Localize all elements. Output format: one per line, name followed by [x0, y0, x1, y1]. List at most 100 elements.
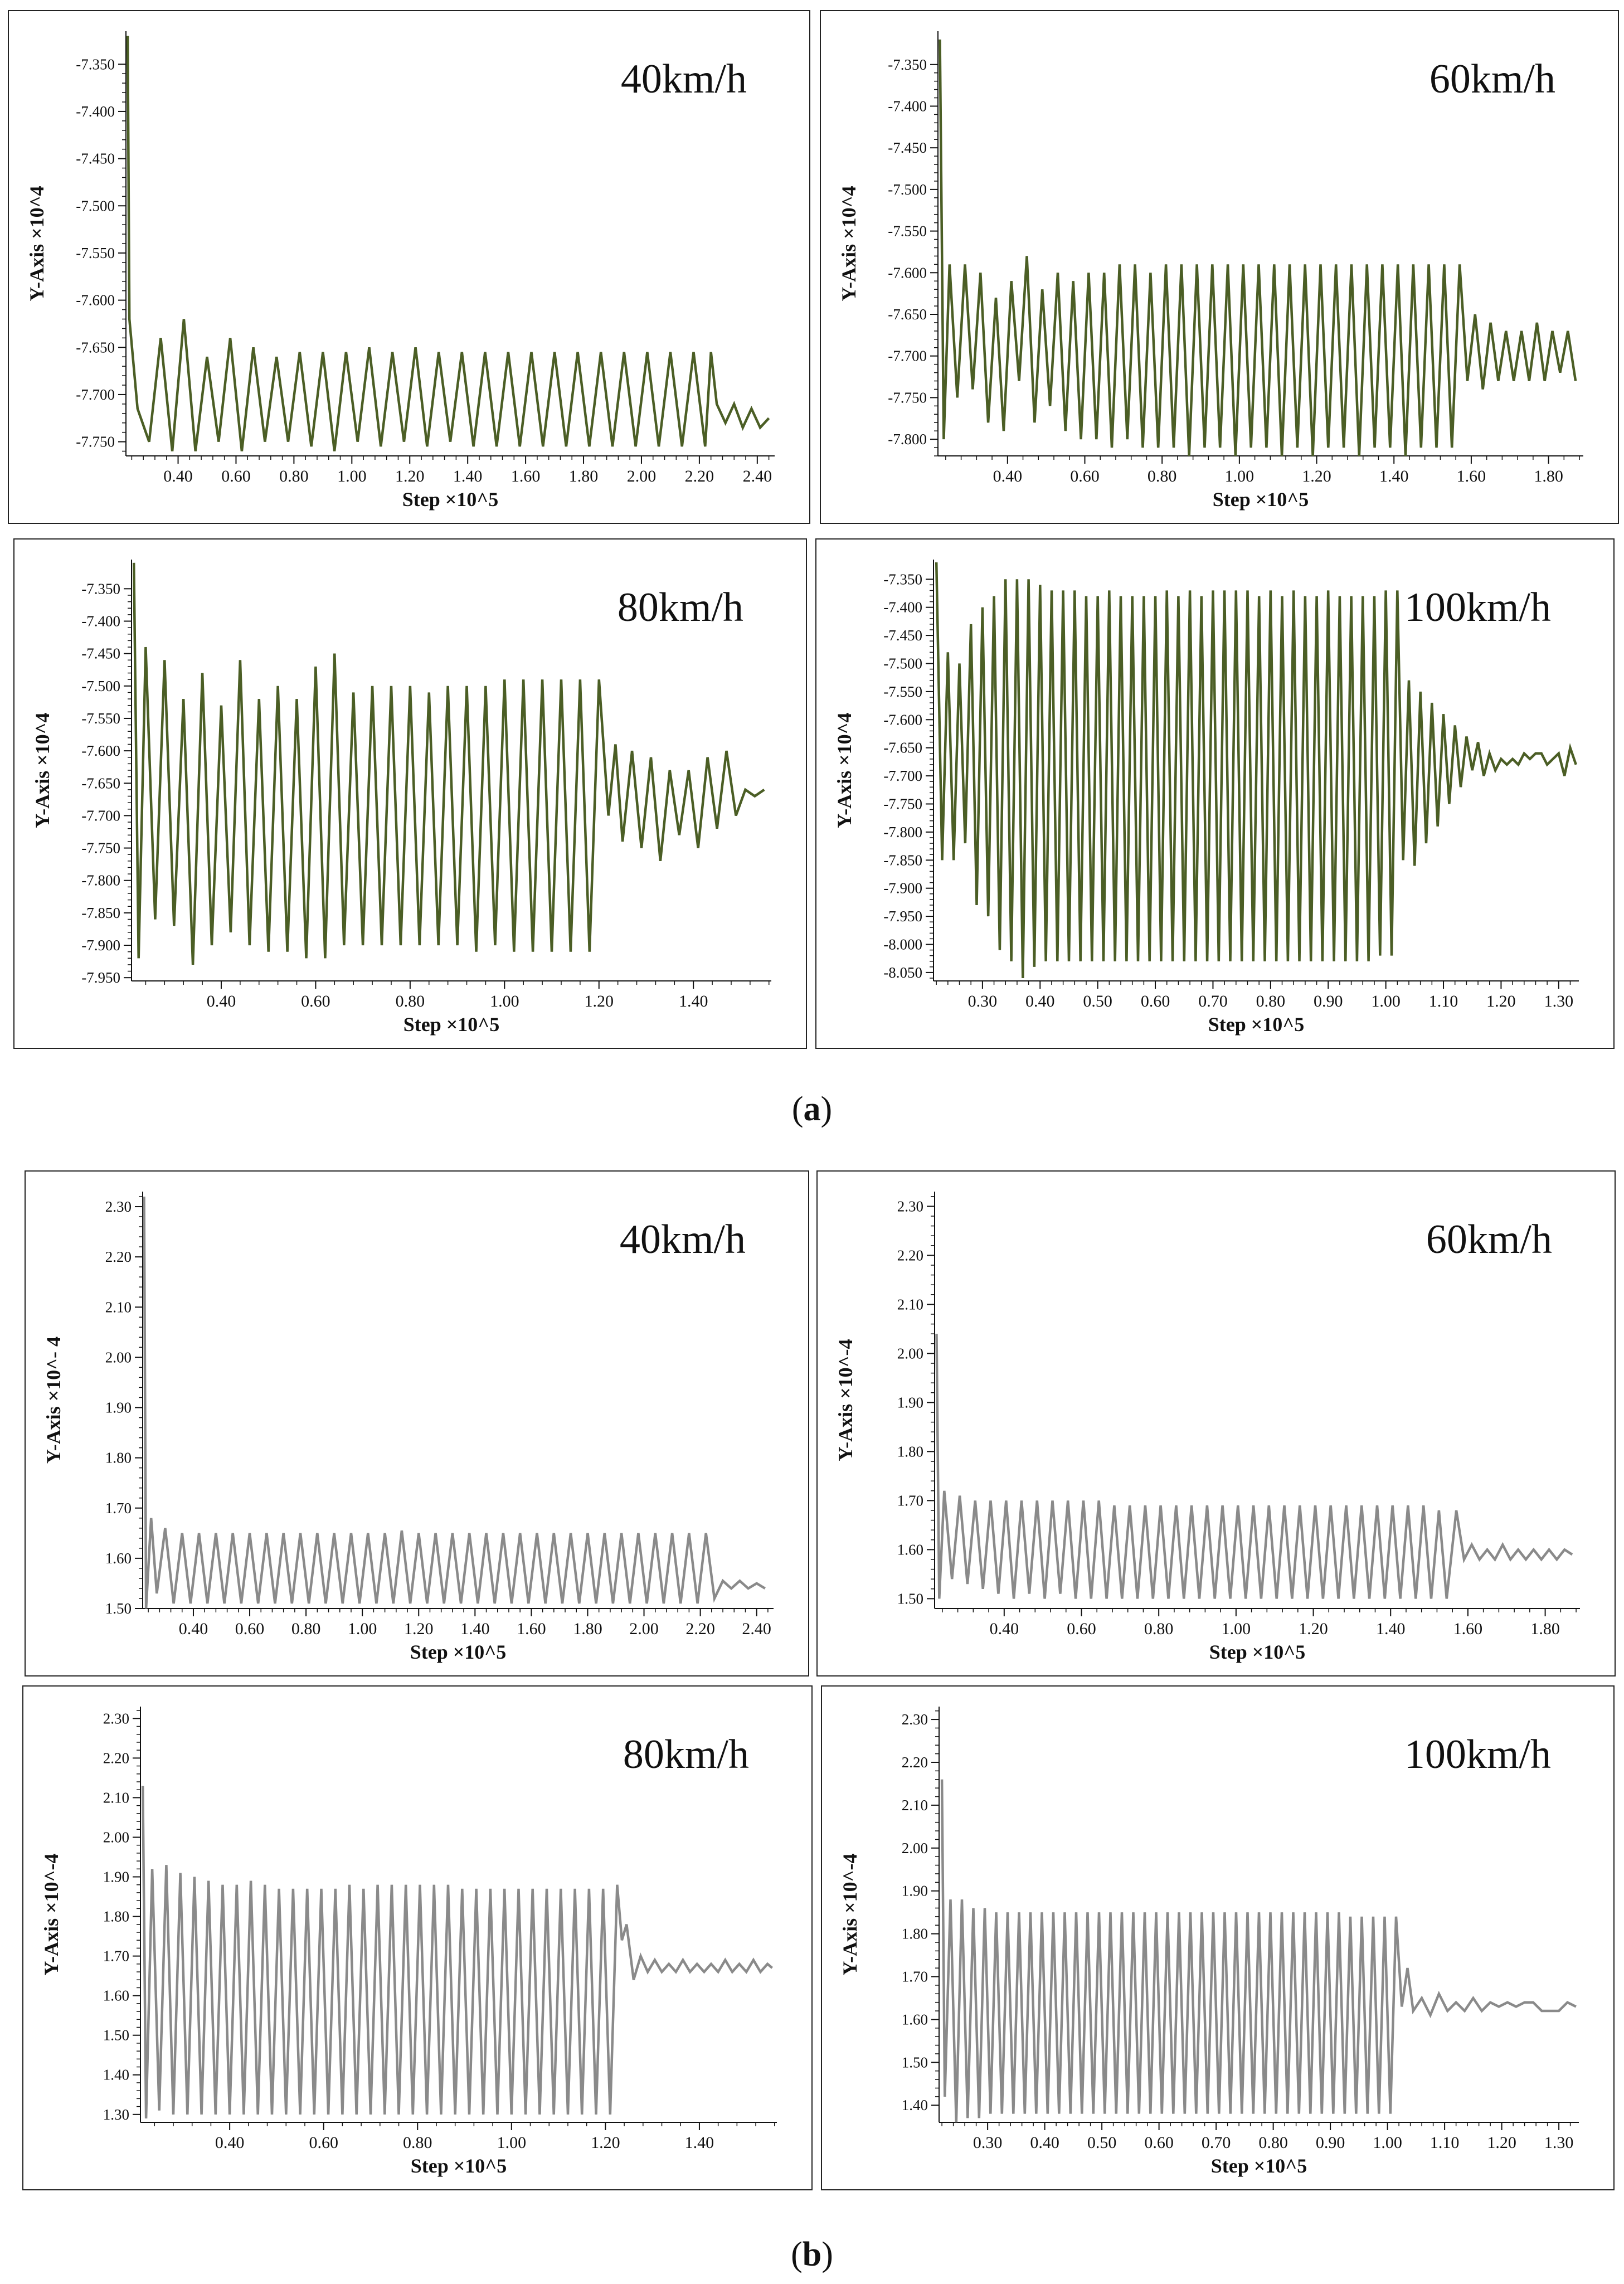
- y-tick-label: 2.10: [103, 1789, 129, 1806]
- y-tick-label: 1.90: [897, 1394, 923, 1411]
- y-tick-label: -7.500: [81, 678, 120, 694]
- x-tick-label: 1.30: [1544, 992, 1574, 1010]
- x-tick-label: 1.00: [497, 2134, 527, 2152]
- x-tick-label: 1.20: [1487, 2134, 1516, 2152]
- y-tick-label: 1.60: [902, 2011, 928, 2028]
- x-tick-label: 1.20: [585, 992, 614, 1010]
- x-tick-label: 0.60: [301, 992, 330, 1010]
- x-axis-label: Step ×10^5: [411, 2155, 507, 2177]
- chart-panel-b-40kmh: 1.50 1.60 1.70 1.80 1.90 2.00 2.10 2.20 2.30 0.40…: [25, 1170, 809, 1676]
- x-tick-label: 1.40: [1376, 1620, 1406, 1638]
- y-tick-label: -7.650: [76, 339, 115, 356]
- y-tick-label: -7.650: [883, 740, 922, 756]
- speed-label: 80km/h: [617, 585, 743, 630]
- y-tick-label: -7.750: [81, 840, 120, 857]
- x-tick-label: 0.60: [221, 467, 251, 485]
- x-tick-label: 0.30: [973, 2134, 1003, 2152]
- y-tick-label: -8.000: [883, 936, 922, 953]
- series-line-40kmh: [126, 36, 770, 451]
- x-tick-label: 0.40: [990, 1620, 1019, 1638]
- x-tick-label: 0.80: [1256, 992, 1286, 1010]
- y-tick-label: -7.750: [888, 389, 927, 406]
- y-tick-label: -7.800: [81, 872, 120, 889]
- x-tick-label: 1.00: [1373, 2134, 1402, 2152]
- y-tick-label: -7.500: [76, 197, 115, 214]
- series-line-100kmh: [935, 562, 1577, 979]
- y-tick-label: -7.600: [76, 292, 115, 309]
- y-tick-label: -7.700: [888, 348, 927, 365]
- chart-panel-a-60kmh: -7.350 -7.400 -7.450 -7.500 -7.550 -7.600 -7.6…: [820, 10, 1619, 524]
- y-tick-label: 2.10: [897, 1296, 923, 1313]
- x-tick-label: 1.40: [685, 2134, 714, 2152]
- x-tick-label: 0.80: [1144, 1620, 1174, 1638]
- x-axis-label: Step ×10^5: [1213, 488, 1309, 511]
- x-tick-label: 0.60: [1067, 1620, 1096, 1638]
- chart-svg: 1.40 1.50 1.60 1.70 1.80 1.90 2.00 2.10 2.20 2.30…: [839, 1707, 1579, 2177]
- speed-label: 100km/h: [1404, 585, 1551, 630]
- x-tick-label: 2.40: [743, 467, 772, 485]
- y-axis-label: Y-Axis ×10^4: [31, 712, 54, 828]
- y-tick-label: -7.900: [81, 937, 120, 954]
- y-tick-label: -7.550: [883, 683, 922, 700]
- x-tick-label: 0.40: [1030, 2134, 1059, 2152]
- x-tick-label: 1.80: [1534, 467, 1563, 485]
- speed-label: 40km/h: [620, 1217, 746, 1262]
- y-tick-label: 2.30: [897, 1198, 923, 1214]
- y-tick-label: -7.700: [81, 807, 120, 824]
- x-axis-label: Step ×10^5: [1211, 2155, 1307, 2177]
- y-tick-label: -7.500: [883, 655, 922, 672]
- x-tick-label: 0.80: [279, 467, 309, 485]
- x-tick-label: 0.50: [1087, 2134, 1117, 2152]
- x-tick-label: 0.80: [1258, 2134, 1288, 2152]
- x-tick-label: 0.80: [403, 2134, 432, 2152]
- speed-label: 80km/h: [623, 1732, 749, 1777]
- y-tick-label: 1.90: [103, 1869, 129, 1885]
- speed-label: 60km/h: [1426, 1217, 1552, 1262]
- x-tick-label: 0.40: [163, 467, 193, 485]
- x-tick-label: 1.80: [569, 467, 599, 485]
- y-axis-label: Y-Axis ×10^-4: [839, 1853, 861, 1975]
- y-tick-label: -7.550: [81, 710, 120, 727]
- x-tick-label: 1.60: [1453, 1620, 1483, 1638]
- series-line-60kmh: [935, 1334, 1573, 1599]
- y-tick-label: 1.60: [103, 1987, 129, 2004]
- y-tick-label: 1.60: [897, 1541, 923, 1558]
- chart-panel-b-60kmh: 1.50 1.60 1.70 1.80 1.90 2.00 2.10 2.20 2.30 0.40…: [816, 1170, 1616, 1676]
- figure-caption-a: (a): [791, 1090, 833, 1128]
- y-tick-label: -7.400: [883, 599, 922, 616]
- y-tick-label: -7.950: [81, 969, 120, 986]
- y-axis-label: Y-Axis ×10^- 4: [42, 1337, 65, 1464]
- y-tick-label: -7.450: [883, 627, 922, 644]
- y-tick-label: -7.600: [81, 742, 120, 759]
- y-tick-label: 1.80: [105, 1450, 132, 1466]
- x-tick-label: 0.90: [1314, 992, 1343, 1010]
- y-tick-label: 1.70: [105, 1500, 132, 1517]
- x-tick-label: 0.90: [1316, 2134, 1345, 2152]
- y-tick-label: 1.50: [103, 2027, 129, 2044]
- x-tick-label: 2.20: [685, 1620, 715, 1638]
- y-tick-label: 2.20: [897, 1247, 923, 1264]
- chart-svg: -7.350 -7.400 -7.450 -7.500 -7.550 -7.600 -7.6…: [838, 31, 1583, 511]
- x-tick-label: 0.70: [1202, 2134, 1231, 2152]
- y-tick-label: -7.400: [76, 103, 115, 120]
- y-tick-label: 1.70: [897, 1492, 923, 1509]
- chart-svg: 1.30 1.40 1.50 1.60 1.70 1.80 1.90 2.00 2.10 2.20…: [40, 1707, 777, 2177]
- y-tick-label: -7.400: [81, 613, 120, 629]
- y-tick-label: -7.500: [888, 181, 927, 198]
- x-tick-label: 2.20: [685, 467, 714, 485]
- y-tick-label: 2.00: [897, 1345, 923, 1362]
- y-tick-label: -7.900: [883, 880, 922, 897]
- y-tick-label: 2.20: [103, 1750, 129, 1766]
- x-tick-label: 1.60: [511, 467, 541, 485]
- y-tick-label: 2.20: [105, 1248, 132, 1265]
- y-tick-label: 2.30: [103, 1710, 129, 1727]
- y-tick-label: 1.80: [902, 1926, 928, 1942]
- x-tick-label: 1.00: [1225, 467, 1255, 485]
- y-tick-label: -7.450: [888, 139, 927, 156]
- speed-label: 60km/h: [1429, 56, 1555, 102]
- figure-caption-b: (b): [791, 2236, 833, 2273]
- x-tick-label: 0.40: [1025, 992, 1055, 1010]
- y-axis-label: Y-Axis ×10^-4: [40, 1853, 62, 1975]
- y-tick-label: 1.50: [902, 2054, 928, 2071]
- x-tick-label: 1.60: [1457, 467, 1486, 485]
